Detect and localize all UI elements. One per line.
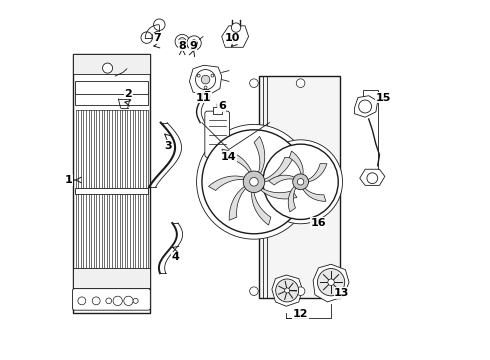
Circle shape bbox=[263, 144, 338, 220]
Circle shape bbox=[297, 179, 304, 185]
Text: 12: 12 bbox=[293, 310, 308, 319]
Bar bbox=[74, 81, 148, 94]
Circle shape bbox=[178, 38, 186, 45]
Circle shape bbox=[202, 130, 306, 234]
Text: 15: 15 bbox=[375, 93, 391, 103]
Text: 4: 4 bbox=[171, 252, 179, 262]
Circle shape bbox=[133, 298, 138, 303]
Bar bbox=[73, 54, 150, 74]
Text: 3: 3 bbox=[164, 141, 171, 151]
Circle shape bbox=[175, 35, 190, 49]
Circle shape bbox=[276, 279, 298, 302]
Polygon shape bbox=[222, 149, 253, 179]
Circle shape bbox=[124, 296, 133, 306]
Polygon shape bbox=[252, 185, 271, 225]
Circle shape bbox=[211, 74, 214, 77]
Bar bbox=[73, 54, 150, 313]
Circle shape bbox=[153, 19, 165, 31]
Polygon shape bbox=[302, 184, 326, 201]
Text: 7: 7 bbox=[153, 33, 161, 43]
Circle shape bbox=[243, 171, 265, 193]
Circle shape bbox=[141, 32, 152, 43]
Circle shape bbox=[367, 173, 378, 184]
Circle shape bbox=[191, 40, 197, 46]
Circle shape bbox=[113, 296, 122, 306]
Circle shape bbox=[197, 74, 200, 77]
Circle shape bbox=[296, 79, 305, 87]
Circle shape bbox=[296, 287, 305, 296]
Circle shape bbox=[250, 177, 258, 186]
Circle shape bbox=[187, 36, 201, 50]
Bar bbox=[74, 188, 148, 194]
Circle shape bbox=[196, 125, 311, 239]
Circle shape bbox=[359, 100, 371, 113]
Polygon shape bbox=[221, 26, 248, 47]
Text: 10: 10 bbox=[225, 33, 240, 43]
Circle shape bbox=[250, 287, 258, 296]
Text: 11: 11 bbox=[196, 93, 212, 103]
FancyBboxPatch shape bbox=[205, 111, 230, 157]
Text: 16: 16 bbox=[311, 218, 326, 228]
Circle shape bbox=[328, 279, 334, 285]
Polygon shape bbox=[272, 275, 302, 306]
Text: 5: 5 bbox=[203, 91, 211, 101]
Polygon shape bbox=[313, 264, 349, 302]
Polygon shape bbox=[257, 184, 297, 199]
Text: 13: 13 bbox=[334, 288, 349, 298]
Circle shape bbox=[293, 174, 309, 190]
Text: 2: 2 bbox=[124, 89, 132, 99]
Polygon shape bbox=[360, 169, 385, 185]
Bar bbox=[74, 92, 148, 105]
Text: 1: 1 bbox=[65, 175, 73, 185]
Text: 14: 14 bbox=[221, 152, 237, 162]
Text: 8: 8 bbox=[178, 41, 186, 50]
Polygon shape bbox=[289, 151, 303, 179]
Bar bbox=[73, 268, 150, 288]
Polygon shape bbox=[258, 157, 293, 182]
Polygon shape bbox=[190, 65, 221, 96]
Polygon shape bbox=[208, 176, 250, 190]
Text: 6: 6 bbox=[218, 102, 225, 112]
Circle shape bbox=[250, 79, 258, 87]
Text: 9: 9 bbox=[189, 41, 197, 50]
Polygon shape bbox=[269, 175, 298, 185]
Circle shape bbox=[318, 269, 344, 296]
Circle shape bbox=[106, 298, 112, 304]
Polygon shape bbox=[254, 136, 265, 179]
Polygon shape bbox=[229, 184, 251, 220]
Circle shape bbox=[102, 63, 113, 73]
Circle shape bbox=[92, 297, 100, 305]
Circle shape bbox=[259, 140, 343, 224]
Circle shape bbox=[78, 297, 86, 305]
Polygon shape bbox=[354, 96, 378, 117]
Circle shape bbox=[201, 75, 210, 84]
Polygon shape bbox=[288, 184, 299, 212]
Circle shape bbox=[204, 86, 207, 89]
Bar bbox=[259, 76, 340, 298]
Polygon shape bbox=[303, 164, 327, 182]
Circle shape bbox=[231, 23, 241, 32]
Circle shape bbox=[285, 288, 290, 293]
FancyBboxPatch shape bbox=[73, 289, 150, 310]
Circle shape bbox=[196, 69, 216, 90]
Bar bbox=[213, 107, 221, 114]
